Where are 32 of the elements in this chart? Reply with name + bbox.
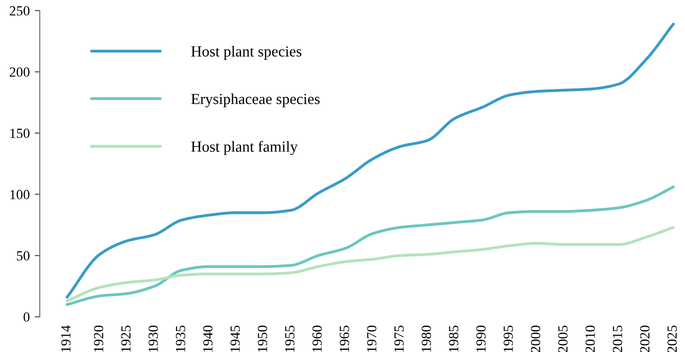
x-tick-label: 1960 (312, 326, 322, 352)
x-tick-label: 1920 (94, 326, 104, 352)
x-tick-label: 1995 (504, 326, 513, 352)
x-tick-label: 1985 (448, 326, 458, 352)
x-tick-label: 1955 (285, 326, 294, 352)
x-tick-label: 2020 (640, 326, 650, 352)
legend-label: Erysiphaceae species (191, 93, 320, 108)
x-tick-label: 1965 (340, 326, 350, 352)
y-tick-label: 200 (10, 67, 30, 77)
x-tick-label: 1970 (367, 326, 376, 352)
x-tick-label: 2000 (530, 326, 540, 352)
legend-label: Host plant family (191, 140, 298, 155)
x-tick-label: 2010 (586, 326, 595, 352)
x-tick-label: 2025 (667, 326, 677, 352)
x-tick-label: 1935 (176, 326, 186, 352)
y-tick-label: 100 (10, 190, 30, 200)
x-tick-label: 1914 (61, 325, 71, 352)
y-tick-label: 150 (10, 128, 30, 138)
y-tick-label: 0 (24, 312, 30, 322)
x-tick-label: 2015 (612, 326, 622, 352)
legend-label: Host plant species (191, 46, 302, 60)
y-tick-label: 50 (16, 251, 30, 261)
x-tick-label: 1950 (258, 326, 268, 352)
x-tick-label: 1975 (394, 326, 404, 352)
x-tick-label: 1925 (121, 326, 131, 352)
y-tick-label: 250 (10, 6, 30, 16)
x-tick-label: 2005 (558, 326, 568, 352)
x-tick-label: 1930 (148, 326, 158, 352)
x-tick-label: 1980 (422, 326, 432, 352)
x-tick-label: 1945 (230, 326, 240, 352)
x-tick-label: 1940 (203, 326, 213, 352)
x-tick-label: 1990 (476, 326, 486, 352)
